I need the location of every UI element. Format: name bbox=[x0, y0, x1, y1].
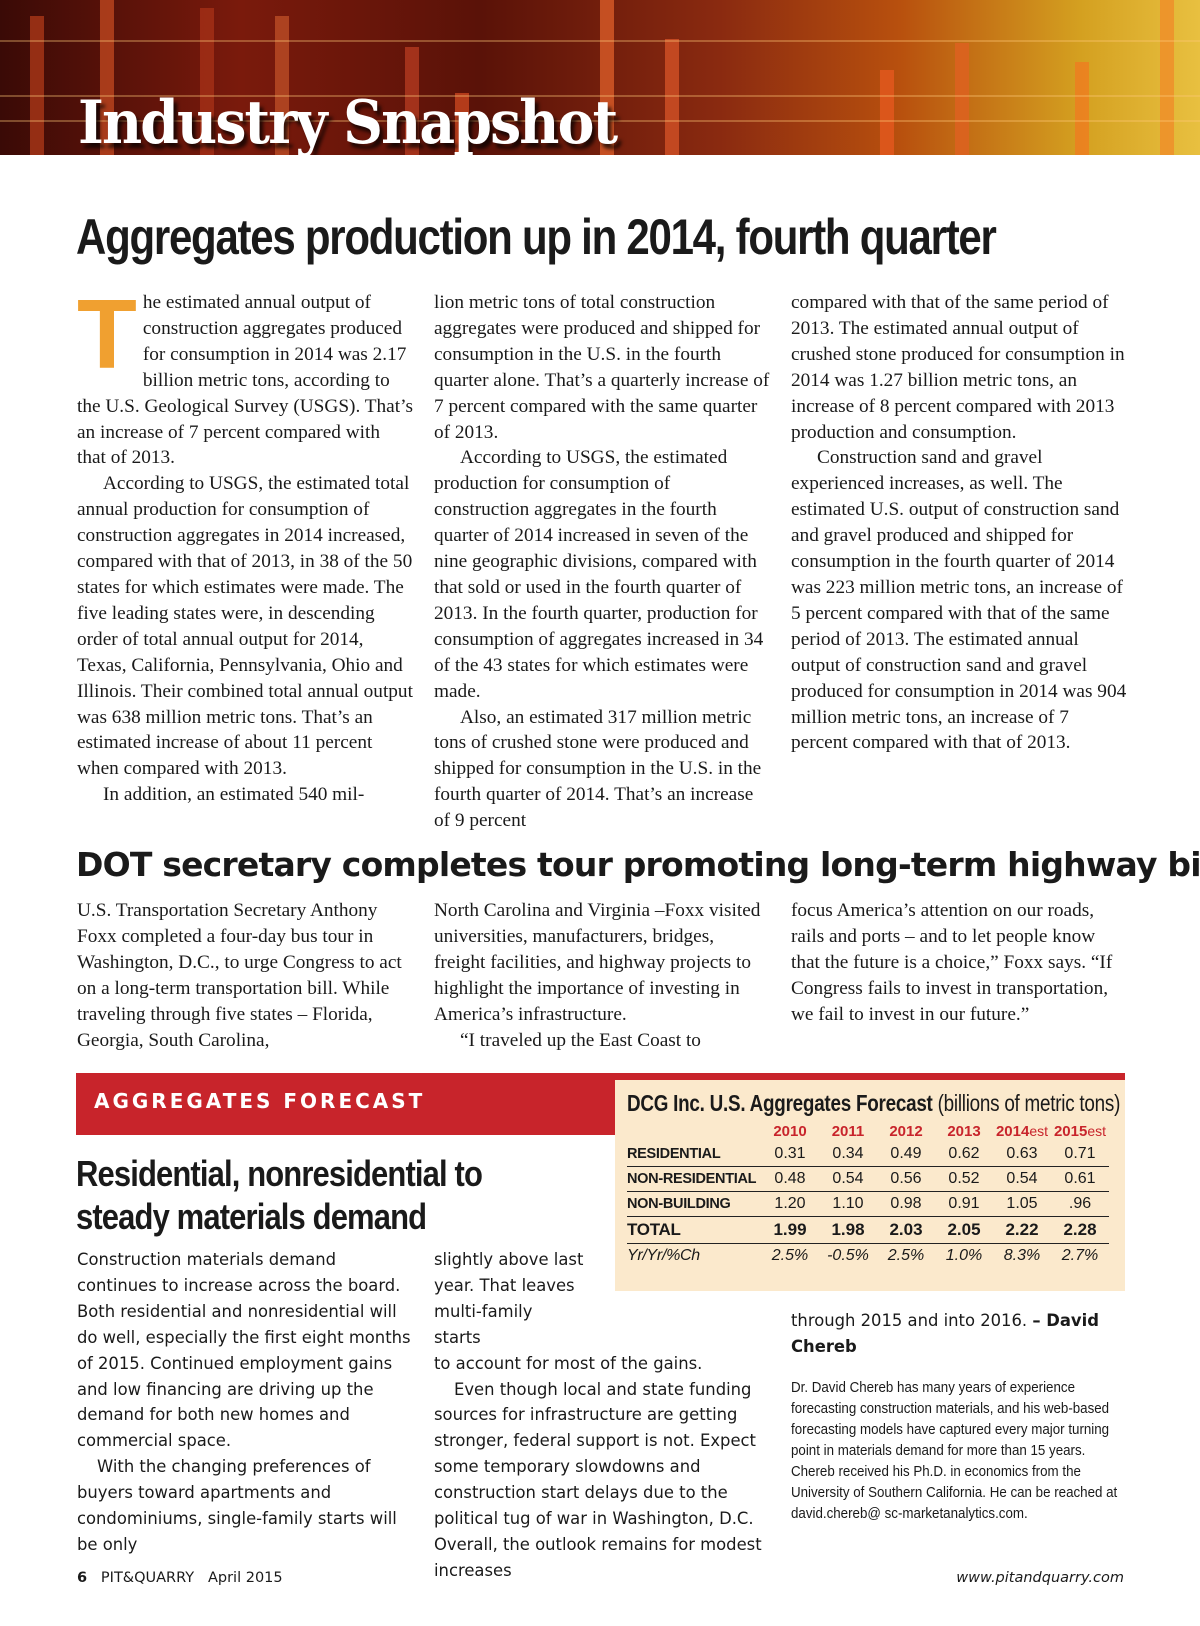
footer-left: 6 PIT&QUARRY April 2015 bbox=[77, 1570, 283, 1586]
banner-bar bbox=[405, 46, 419, 155]
row-label: TOTAL bbox=[627, 1216, 761, 1244]
table-cell: 0.54 bbox=[993, 1166, 1051, 1192]
table-cell: 8.3% bbox=[1003, 1247, 1041, 1264]
table-row: Yr/Yr/%Ch 2.5% -0.5% 2.5% 1.0% 8.3% 2.7% bbox=[627, 1244, 1109, 1269]
article3-column-3: through 2015 and into 2016. – David Cher… bbox=[791, 1311, 1099, 1356]
table-cell: 1.10 bbox=[819, 1191, 877, 1217]
table-cell: 2.7% bbox=[1061, 1247, 1099, 1264]
article2-column-1: U.S. Transportation Secretary Anthony Fo… bbox=[77, 900, 402, 1051]
table-cell: 2.5% bbox=[771, 1247, 809, 1264]
footer-url[interactable]: www.pitandquarry.com bbox=[956, 1570, 1124, 1586]
year-header: 2011 bbox=[831, 1123, 865, 1140]
year-header: 2013 bbox=[947, 1123, 981, 1140]
table-cell: 2.05 bbox=[935, 1216, 993, 1244]
year-header: 2015est bbox=[1053, 1123, 1107, 1140]
forecast-table-box: DCG Inc. U.S. Aggregates Forecast (billi… bbox=[615, 1073, 1125, 1291]
table-cell: 1.0% bbox=[945, 1247, 983, 1264]
table-cell: .96 bbox=[1051, 1191, 1109, 1217]
forecast-table: 2010 2011 2012 2013 2014est 2015est RESIDENTIA… bbox=[627, 1121, 1109, 1268]
row-label: NON-RESIDENTIAL bbox=[627, 1166, 761, 1192]
table-cell: 0.91 bbox=[935, 1191, 993, 1217]
banner-line bbox=[0, 95, 1200, 97]
year-header: 2014est bbox=[995, 1123, 1049, 1140]
banner-bar bbox=[1075, 62, 1089, 155]
table-cell: 0.62 bbox=[935, 1142, 993, 1167]
table-row: NON-RESIDENTIAL 0.48 0.54 0.56 0.52 0.54 0.61 bbox=[627, 1166, 1109, 1192]
banner-bar bbox=[600, 0, 614, 155]
table-cell: 0.34 bbox=[819, 1142, 877, 1167]
banner-line bbox=[0, 120, 1200, 122]
banner-bar bbox=[1160, 0, 1174, 155]
table-cell: 0.54 bbox=[819, 1166, 877, 1192]
table-row: NON-BUILDING 1.20 1.10 0.98 0.91 1.05.96 bbox=[627, 1191, 1109, 1217]
section-title: Industry Snapshot bbox=[78, 88, 618, 155]
table-cell: 2.28 bbox=[1051, 1216, 1109, 1244]
article1-column-3: compared with that of the same period of… bbox=[791, 292, 1127, 754]
banner-bar bbox=[100, 0, 114, 155]
section-banner: Industry Snapshot bbox=[0, 0, 1200, 155]
table-cell: -0.5% bbox=[827, 1247, 869, 1264]
article-headline: Aggregates production up in 2014, fourth… bbox=[76, 209, 997, 265]
article3-headline: Residential, nonresidential to steady ma… bbox=[76, 1153, 483, 1237]
banner-bar bbox=[880, 69, 894, 155]
banner-bar bbox=[665, 38, 679, 155]
year-header: 2012 bbox=[889, 1123, 923, 1140]
article3-column-1: Construction materials demand continues … bbox=[77, 1250, 411, 1554]
article1-column-2: lion metric tons of total construction a… bbox=[434, 292, 770, 832]
table-cell: 2.5% bbox=[887, 1247, 925, 1264]
table-cell: 1.05 bbox=[993, 1191, 1051, 1217]
year-header: 2010 bbox=[773, 1123, 807, 1140]
banner-bar bbox=[200, 7, 214, 155]
table-cell: 0.61 bbox=[1051, 1166, 1109, 1192]
byline: – David Chereb bbox=[791, 1311, 1099, 1356]
table-cell: 0.31 bbox=[761, 1142, 819, 1167]
table-cell: 0.52 bbox=[935, 1166, 993, 1192]
article2-headline: DOT secretary completes tour promoting l… bbox=[76, 845, 1200, 884]
table-cell: 1.20 bbox=[761, 1191, 819, 1217]
table-cell: 0.63 bbox=[993, 1142, 1051, 1167]
banner-line bbox=[0, 40, 1200, 42]
drop-cap: T bbox=[77, 279, 137, 389]
article1-column-1: T he estimated annual output of construc… bbox=[77, 279, 413, 806]
table-cell: 1.99 bbox=[761, 1216, 819, 1244]
banner-bar bbox=[955, 43, 969, 155]
author-bio: Dr. David Chereb has many years of exper… bbox=[791, 1380, 1118, 1522]
table-cell: 0.48 bbox=[761, 1166, 819, 1192]
table-cell: 2.22 bbox=[993, 1216, 1051, 1244]
banner-bar bbox=[455, 93, 469, 155]
forecast-table-title: DCG Inc. U.S. Aggregates Forecast (billi… bbox=[627, 1090, 1121, 1116]
banner-bar bbox=[30, 15, 44, 155]
table-cell: 2.03 bbox=[877, 1216, 935, 1244]
row-label: RESIDENTIAL bbox=[627, 1142, 761, 1167]
table-cell: 1.98 bbox=[819, 1216, 877, 1244]
banner-bar bbox=[275, 15, 289, 155]
table-cell: 0.56 bbox=[877, 1166, 935, 1192]
row-label: Yr/Yr/%Ch bbox=[627, 1247, 700, 1264]
row-label: NON-BUILDING bbox=[627, 1191, 761, 1217]
table-row: RESIDENTIAL 0.31 0.34 0.49 0.62 0.63 0.71 bbox=[627, 1142, 1109, 1167]
article2-column-2: North Carolina and Virginia –Foxx visite… bbox=[434, 900, 761, 1051]
table-cell: 0.98 bbox=[877, 1191, 935, 1217]
article3-column-2: slightly above last year. That leaves mu… bbox=[434, 1250, 762, 1580]
table-cell: 0.71 bbox=[1051, 1142, 1109, 1167]
forecast-section-label: AGGREGATES FORECAST bbox=[76, 1073, 621, 1135]
table-cell: 0.49 bbox=[877, 1142, 935, 1167]
table-row: TOTAL 1.99 1.98 2.03 2.05 2.22 2.28 bbox=[627, 1216, 1109, 1244]
article2-column-3: focus America’s attention on our roads, … bbox=[791, 900, 1113, 1025]
